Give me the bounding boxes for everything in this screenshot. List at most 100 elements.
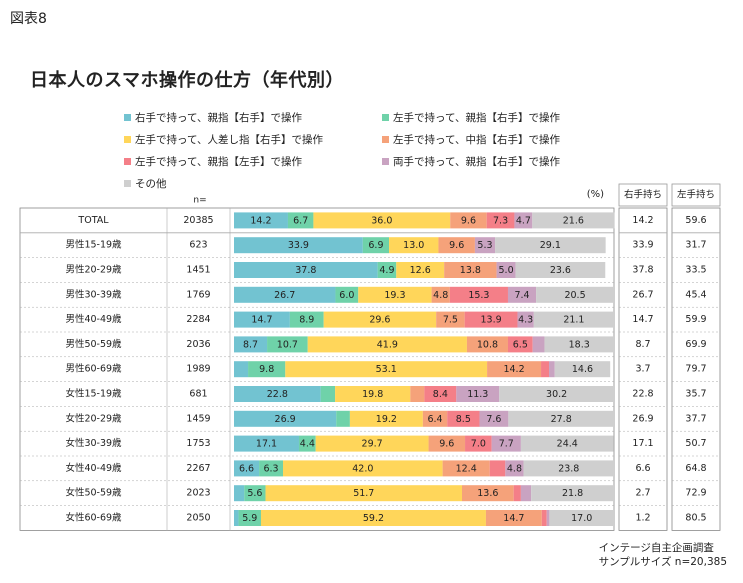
bar-value-label: 9.6 bbox=[439, 439, 454, 450]
right-hand-header: 右手持ち bbox=[624, 189, 662, 201]
sample-size-label: 2284 bbox=[186, 314, 210, 325]
bar-value-label: 30.2 bbox=[546, 389, 567, 400]
sample-size-label: 1459 bbox=[186, 413, 210, 424]
bar-segment bbox=[464, 311, 518, 328]
bar-value-label: 19.3 bbox=[384, 290, 405, 301]
bar-value-label: 53.1 bbox=[376, 364, 397, 375]
bar-segment bbox=[234, 361, 249, 378]
bar-segment bbox=[396, 262, 445, 278]
bar-value-label: 9.6 bbox=[449, 240, 464, 251]
bar-segment bbox=[234, 510, 239, 526]
left-hand-header: 左手持ち bbox=[677, 189, 715, 201]
n-column-header: n= bbox=[193, 196, 206, 206]
bar-segment bbox=[449, 286, 508, 303]
legend-label: 左手で持って、中指【右手】で操作 bbox=[393, 134, 560, 146]
bar-value-label: 10.8 bbox=[477, 339, 498, 350]
left-hand-value: 69.9 bbox=[685, 339, 706, 350]
bar-segment bbox=[323, 311, 437, 328]
bar-segment bbox=[531, 485, 614, 502]
bar-segment bbox=[422, 410, 448, 427]
bar-segment bbox=[431, 286, 450, 303]
bar-value-label: 14.6 bbox=[572, 364, 593, 375]
right-hand-header-cell bbox=[618, 183, 668, 207]
bar-segment bbox=[505, 460, 524, 477]
right-hand-value: 14.7 bbox=[632, 314, 653, 325]
bar-value-label: 8.4 bbox=[433, 389, 448, 400]
bar-value-label: 12.6 bbox=[410, 265, 431, 276]
bar-segment bbox=[438, 237, 475, 254]
bar-value-label: 11.3 bbox=[467, 389, 488, 400]
bar-value-label: 7.4 bbox=[514, 290, 529, 301]
bar-segment bbox=[336, 410, 350, 427]
left-hand-value: 45.4 bbox=[685, 289, 706, 300]
bar-value-label: 6.0 bbox=[339, 290, 354, 301]
bar-value-label: 29.1 bbox=[540, 240, 561, 251]
bar-segment bbox=[513, 485, 521, 502]
category-label: 女性40-49歳 bbox=[65, 462, 122, 474]
bar-segment bbox=[507, 336, 533, 353]
bar-value-label: 29.7 bbox=[362, 439, 383, 450]
bar-value-label: 19.2 bbox=[376, 414, 397, 425]
bar-value-label: 12.4 bbox=[456, 463, 477, 474]
source-note: インテージ自主企画調査 サンプルサイズ n=20,385 bbox=[599, 541, 727, 569]
sample-size-label: 1753 bbox=[186, 438, 210, 449]
bar-segment bbox=[499, 386, 614, 402]
right-hand-frame bbox=[618, 207, 668, 531]
bar-segment bbox=[465, 435, 492, 452]
bar-value-label: 14.2 bbox=[250, 215, 271, 226]
bar-value-label: 41.9 bbox=[377, 339, 398, 350]
legend-swatch bbox=[382, 136, 389, 143]
category-label: 男性40-49歳 bbox=[65, 313, 122, 325]
bar-segment bbox=[486, 212, 515, 229]
bar-value-label: 5.3 bbox=[477, 240, 492, 251]
bar-value-label: 6.9 bbox=[368, 240, 383, 251]
bar-segment bbox=[544, 336, 614, 353]
right-hand-value: 1.2 bbox=[635, 513, 650, 524]
bar-value-label: 10.7 bbox=[277, 339, 298, 350]
bar-segment bbox=[515, 262, 606, 278]
bar-value-label: 7.0 bbox=[471, 439, 486, 450]
sample-size-label: 681 bbox=[189, 389, 207, 400]
category-label: TOTAL bbox=[77, 215, 109, 226]
left-hand-value: 33.5 bbox=[685, 265, 706, 276]
category-label: 女性30-39歳 bbox=[65, 437, 122, 449]
bar-value-label: 13.6 bbox=[477, 488, 498, 499]
bar-segment bbox=[444, 262, 497, 278]
bar-segment bbox=[436, 311, 465, 328]
bar-segment bbox=[474, 237, 496, 254]
right-hand-value: 8.7 bbox=[635, 339, 650, 350]
legend-swatch bbox=[382, 158, 389, 165]
bar-segment bbox=[456, 386, 500, 402]
bar-value-label: 36.0 bbox=[371, 215, 392, 226]
right-hand-value: 26.7 bbox=[632, 289, 653, 300]
bar-value-label: 6.7 bbox=[293, 215, 308, 226]
left-hand-value: 79.7 bbox=[685, 364, 706, 375]
bar-value-label: 29.6 bbox=[369, 315, 390, 326]
bar-segment bbox=[234, 386, 321, 402]
bar-segment bbox=[536, 286, 614, 303]
bar-segment bbox=[520, 485, 532, 502]
left-hand-value: 37.7 bbox=[685, 413, 706, 424]
bar-value-label: 26.7 bbox=[274, 290, 295, 301]
category-label: 女性20-29歳 bbox=[65, 412, 122, 424]
legend-swatch bbox=[124, 180, 131, 187]
table-frame bbox=[19, 207, 615, 531]
bar-value-label: 17.1 bbox=[256, 439, 277, 450]
bar-value-label: 6.5 bbox=[513, 339, 528, 350]
bar-value-label: 19.8 bbox=[362, 389, 383, 400]
sample-size-label: 1989 bbox=[186, 364, 210, 375]
bar-segment bbox=[234, 485, 245, 502]
sample-size-label: 2036 bbox=[186, 339, 210, 350]
sample-size-label: 2023 bbox=[186, 488, 210, 499]
bar-value-label: 23.8 bbox=[558, 463, 579, 474]
bar-value-label: 23.6 bbox=[550, 265, 571, 276]
bar-segment bbox=[523, 460, 614, 477]
bar-segment bbox=[389, 237, 439, 254]
left-hand-value: 72.9 bbox=[685, 488, 706, 499]
bar-segment bbox=[238, 510, 261, 526]
bar-segment bbox=[485, 510, 542, 526]
bar-segment bbox=[514, 212, 533, 229]
bar-value-label: 59.2 bbox=[363, 513, 384, 524]
bar-value-label: 27.8 bbox=[551, 414, 572, 425]
legend-item: 両手で持って、親指【右手】で操作 bbox=[382, 154, 560, 169]
